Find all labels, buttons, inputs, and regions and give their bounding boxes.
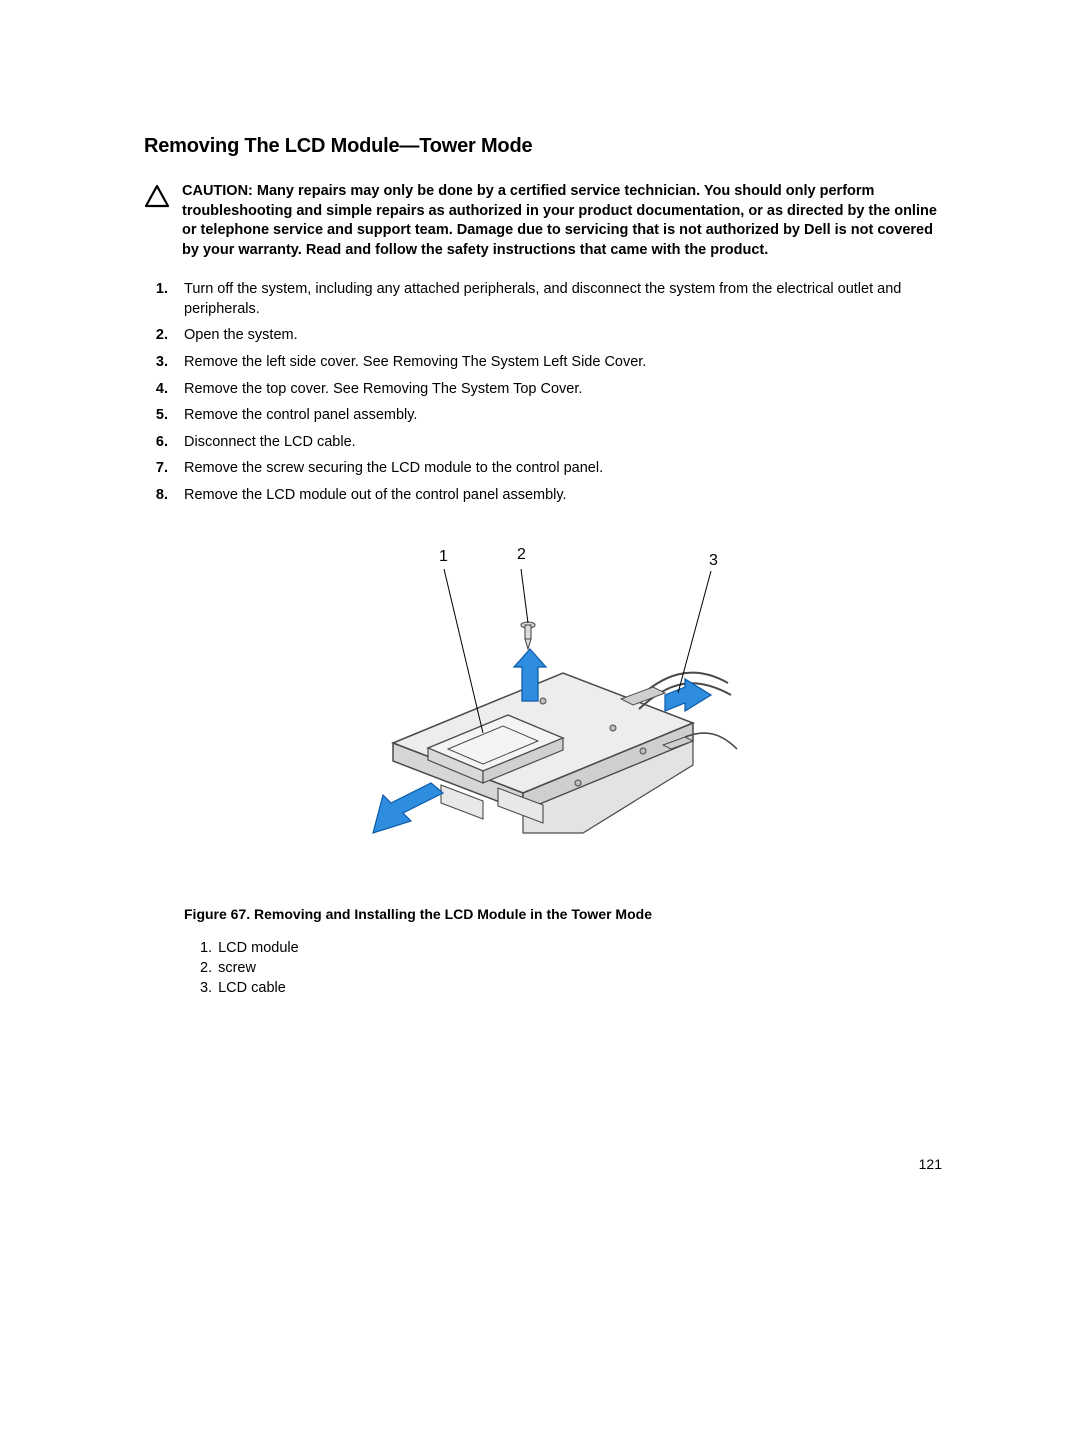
legend-num: 3. [200, 980, 212, 996]
step-number: 8. [150, 486, 168, 506]
page-title: Removing The LCD Module—Tower Mode [144, 135, 942, 158]
legend-num: 1. [200, 940, 212, 956]
step-item: 5. Remove the control panel assembly. [150, 406, 942, 426]
step-number: 7. [150, 459, 168, 479]
step-text: Remove the left side cover. See Removing… [184, 353, 942, 373]
step-number: 6. [150, 433, 168, 453]
caution-block: CAUTION: Many repairs may only be done b… [144, 182, 942, 260]
legend-label: LCD module [218, 940, 299, 956]
step-item: 1. Turn off the system, including any att… [150, 280, 942, 319]
step-number: 5. [150, 406, 168, 426]
callout-1: 1 [439, 548, 448, 565]
step-number: 1. [150, 280, 168, 300]
legend-item: 3. LCD cable [200, 980, 942, 996]
step-item: 2. Open the system. [150, 326, 942, 346]
step-text: Remove the control panel assembly. [184, 406, 942, 426]
figure-legend: 1. LCD module 2. screw 3. LCD cable [200, 940, 942, 996]
step-text: Remove the top cover. See Removing The S… [184, 380, 942, 400]
callout-2: 2 [517, 546, 526, 563]
step-item: 7. Remove the screw securing the LCD modu… [150, 459, 942, 479]
legend-label: LCD cable [218, 980, 286, 996]
legend-label: screw [218, 960, 256, 976]
step-text: Remove the screw securing the LCD module… [184, 459, 942, 479]
step-item: 4. Remove the top cover. See Removing The… [150, 380, 942, 400]
step-item: 6. Disconnect the LCD cable. [150, 433, 942, 453]
figure-caption: Figure 67. Removing and Installing the L… [184, 906, 942, 922]
callout-3: 3 [709, 552, 718, 569]
steps-list: 1. Turn off the system, including any att… [150, 280, 942, 505]
step-item: 8. Remove the LCD module out of the contr… [150, 486, 942, 506]
step-number: 2. [150, 326, 168, 346]
figure-diagram: 1 2 3 [144, 533, 942, 888]
step-text: Turn off the system, including any attac… [184, 280, 942, 319]
caution-text: CAUTION: Many repairs may only be done b… [182, 182, 942, 260]
page-number: 121 [919, 1156, 942, 1172]
legend-item: 2. screw [200, 960, 942, 976]
legend-num: 2. [200, 960, 212, 976]
step-item: 3. Remove the left side cover. See Removi… [150, 353, 942, 373]
step-number: 3. [150, 353, 168, 373]
step-text: Open the system. [184, 326, 942, 346]
step-text: Remove the LCD module out of the control… [184, 486, 942, 506]
step-text: Disconnect the LCD cable. [184, 433, 942, 453]
legend-item: 1. LCD module [200, 940, 942, 956]
caution-icon [144, 184, 170, 208]
step-number: 4. [150, 380, 168, 400]
